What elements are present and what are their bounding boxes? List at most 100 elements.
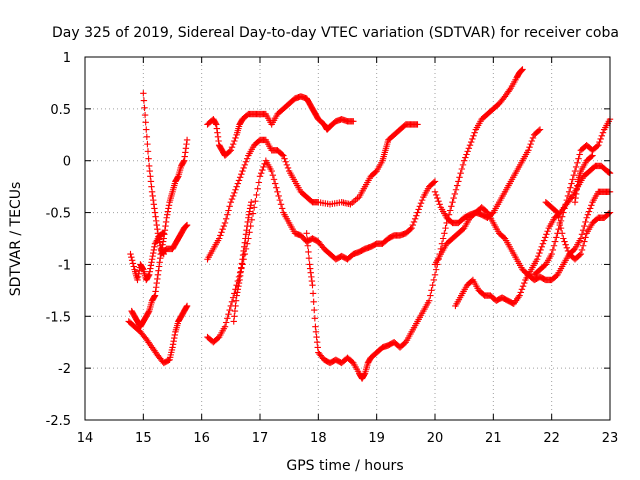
data-point-marker xyxy=(274,188,281,196)
data-point-marker xyxy=(241,161,249,169)
data-point-marker xyxy=(148,183,155,190)
data-point-marker xyxy=(238,170,245,178)
data-point-marker xyxy=(162,222,169,230)
data-point-marker xyxy=(256,173,264,180)
data-point-marker xyxy=(152,284,160,291)
data-point-marker xyxy=(149,252,156,260)
data-point-marker xyxy=(247,202,254,209)
data-point-marker xyxy=(231,307,239,315)
data-point-marker xyxy=(253,191,260,199)
data-point-marker xyxy=(150,249,157,257)
data-point-marker xyxy=(576,151,583,158)
data-point-marker xyxy=(305,255,313,262)
data-point-marker xyxy=(183,303,190,311)
data-point-marker xyxy=(535,127,543,134)
data-point-marker xyxy=(542,234,549,241)
data-point-marker xyxy=(180,157,188,164)
data-point-marker xyxy=(465,145,473,152)
y-tick-label: 0.5 xyxy=(50,103,71,118)
data-point-marker xyxy=(308,273,315,281)
data-point-marker xyxy=(164,208,172,215)
data-point-marker xyxy=(224,315,231,322)
data-point-marker xyxy=(555,225,562,233)
data-point-marker xyxy=(269,172,277,179)
chart-title: Day 325 of 2019, Sidereal Day-to-day VTE… xyxy=(52,25,619,41)
data-point-marker xyxy=(226,306,233,314)
x-tick-label: 18 xyxy=(310,431,327,446)
data-point-marker xyxy=(431,188,439,196)
data-point-marker xyxy=(246,208,253,215)
data-point-marker xyxy=(598,132,606,140)
data-point-marker xyxy=(134,273,142,281)
data-point-marker xyxy=(460,157,468,164)
data-point-marker xyxy=(217,232,224,239)
data-point-marker xyxy=(146,167,153,175)
data-point-marker xyxy=(245,211,253,218)
data-point-marker xyxy=(558,213,566,220)
data-point-marker xyxy=(234,286,242,293)
x-tick-label: 21 xyxy=(485,431,502,446)
data-point-marker xyxy=(560,235,567,242)
data-point-marker xyxy=(463,151,470,158)
data-point-marker xyxy=(548,250,555,258)
data-point-marker xyxy=(577,235,585,242)
data-point-marker xyxy=(430,276,438,284)
data-point-marker xyxy=(309,290,317,297)
data-point-marker xyxy=(553,234,560,241)
data-point-marker xyxy=(231,137,238,145)
data-point-marker xyxy=(236,276,243,284)
data-point-marker xyxy=(556,221,564,229)
data-point-marker xyxy=(252,197,259,205)
data-point-marker xyxy=(221,219,229,227)
data-point-marker xyxy=(311,306,318,314)
data-point-marker xyxy=(151,205,158,212)
data-point-marker xyxy=(518,286,526,293)
data-point-marker xyxy=(536,249,543,257)
data-point-marker xyxy=(457,169,464,177)
data-point-marker xyxy=(255,179,263,186)
data-point-marker xyxy=(213,121,220,128)
data-point-marker xyxy=(231,313,238,320)
data-point-marker xyxy=(236,272,244,280)
data-point-marker xyxy=(570,172,578,179)
data-point-marker xyxy=(416,203,424,210)
data-point-marker xyxy=(127,250,134,258)
data-point-marker xyxy=(304,242,312,249)
data-point-marker xyxy=(161,231,168,238)
data-point-marker xyxy=(139,265,146,272)
data-point-marker xyxy=(233,292,240,299)
data-point-marker xyxy=(183,140,190,148)
data-point-marker xyxy=(452,186,460,193)
data-point-marker xyxy=(456,174,463,181)
data-point-marker xyxy=(467,138,475,146)
data-point-marker xyxy=(568,180,575,187)
x-tick-label: 17 xyxy=(252,431,269,446)
data-point-marker xyxy=(243,155,251,162)
data-point-marker xyxy=(578,246,586,254)
data-point-marker xyxy=(149,192,156,200)
data-point-marker xyxy=(414,121,421,128)
data-point-marker xyxy=(142,119,149,126)
data-point-marker xyxy=(183,136,191,144)
data-point-marker xyxy=(417,200,425,207)
data-point-marker xyxy=(582,234,589,241)
data-point-marker xyxy=(157,255,164,262)
data-point-marker xyxy=(430,179,438,186)
data-point-marker xyxy=(241,239,249,246)
data-point-marker xyxy=(305,248,312,256)
data-point-marker xyxy=(146,268,153,275)
series-arc-d xyxy=(125,302,191,367)
data-point-marker xyxy=(183,222,190,229)
data-point-marker xyxy=(145,162,153,170)
data-point-marker xyxy=(250,204,258,211)
data-point-marker xyxy=(428,287,435,294)
data-point-marker xyxy=(527,140,534,148)
data-point-marker xyxy=(533,256,541,263)
data-point-marker xyxy=(275,192,282,200)
data-point-marker xyxy=(226,203,233,210)
data-point-marker xyxy=(471,129,478,136)
data-point-marker xyxy=(519,283,527,290)
data-point-marker xyxy=(182,149,189,156)
data-point-marker xyxy=(147,262,155,269)
